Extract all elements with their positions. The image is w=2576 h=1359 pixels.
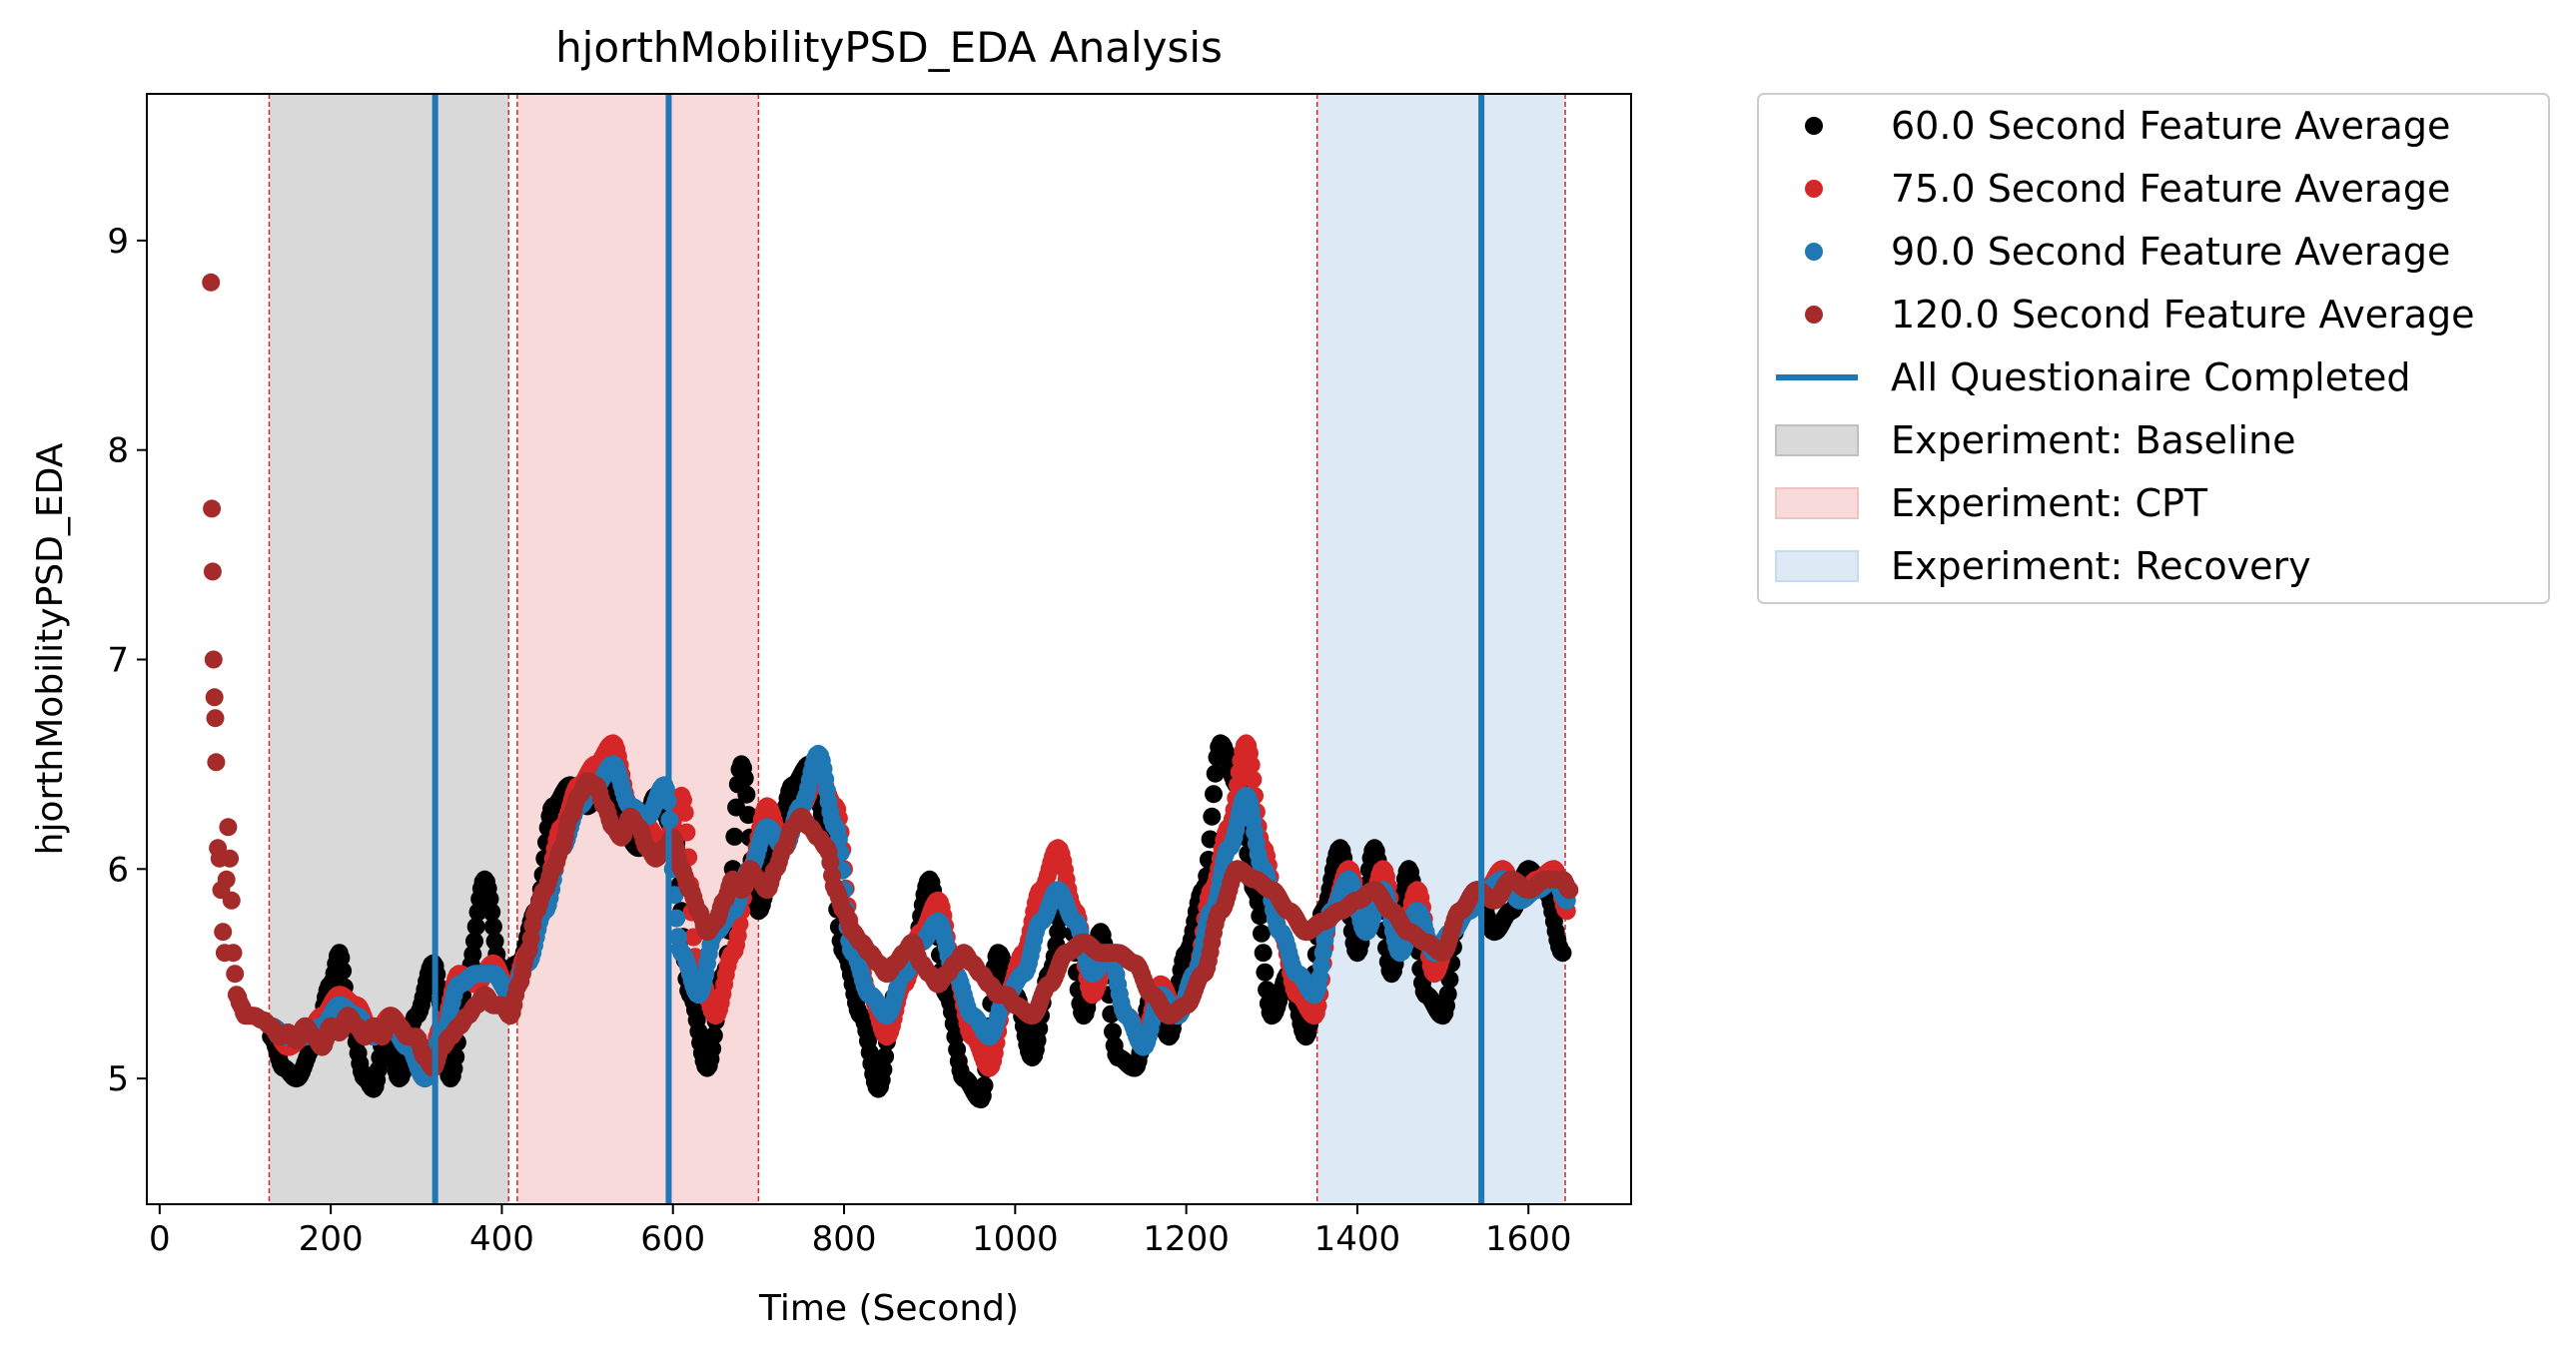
legend-frame	[1757, 93, 2550, 604]
data-point	[1253, 924, 1271, 943]
data-point	[667, 909, 686, 928]
x-axis: 0 200 400 600 800 1000 1200 1400 1600	[149, 1204, 1571, 1259]
data-point	[675, 803, 694, 822]
data-point	[219, 818, 238, 837]
legend-label: Experiment: Recovery	[1891, 544, 2311, 588]
data-point	[466, 918, 485, 936]
data-point	[465, 932, 483, 951]
data-point	[703, 1039, 722, 1058]
experiment-spans	[269, 94, 1566, 1204]
data-point	[203, 499, 222, 518]
data-point	[737, 785, 756, 804]
y-tick-label: 9	[107, 222, 129, 262]
legend-label: All Questionaire Completed	[1891, 355, 2411, 399]
data-point	[1201, 830, 1220, 849]
data-point	[207, 753, 226, 772]
legend-marker	[1805, 243, 1823, 261]
legend-label: 75.0 Second Feature Average	[1891, 167, 2450, 211]
data-point	[480, 890, 499, 909]
data-point	[446, 1047, 465, 1066]
x-tick-label: 1400	[1314, 1219, 1401, 1259]
x-tick-label: 600	[640, 1219, 705, 1259]
legend-label: 60.0 Second Feature Average	[1891, 104, 2450, 148]
data-point	[739, 806, 758, 825]
x-axis-label: Time (Second)	[758, 1288, 1019, 1329]
data-point	[485, 932, 504, 951]
data-point	[1553, 944, 1572, 963]
legend-patch	[1775, 424, 1859, 456]
legend: 60.0 Second Feature Average 75.0 Second F…	[1757, 93, 2550, 604]
data-point	[975, 1076, 994, 1095]
questionnaire-lines	[431, 94, 1485, 1204]
data-point	[1104, 1022, 1122, 1041]
data-point	[221, 849, 240, 868]
data-point	[1249, 893, 1268, 912]
x-tick-label: 1200	[1143, 1219, 1230, 1259]
plot-area	[202, 94, 1579, 1204]
legend-marker	[1805, 117, 1823, 135]
y-axis-label: hjorthMobilityPSD_EDA	[30, 442, 71, 855]
y-tick-label: 8	[107, 431, 129, 471]
x-tick-label: 200	[299, 1219, 364, 1259]
data-point	[1203, 807, 1222, 826]
chart-title: hjorthMobilityPSD_EDA Analysis	[555, 23, 1223, 72]
data-point	[214, 923, 233, 942]
x-tick-label: 0	[149, 1219, 171, 1259]
data-point	[222, 891, 241, 910]
data-point	[1438, 985, 1457, 1004]
data-point	[1560, 881, 1579, 900]
y-tick-label: 6	[107, 850, 129, 890]
data-point	[202, 273, 221, 292]
data-point	[483, 918, 502, 936]
y-axis: 5 6 7 8 9	[107, 222, 147, 1099]
data-point	[1440, 970, 1459, 989]
series-3	[202, 273, 1579, 1077]
legend-patch	[1775, 550, 1859, 582]
data-point	[874, 1060, 893, 1079]
x-tick-label: 400	[469, 1219, 534, 1259]
data-point	[205, 688, 224, 707]
series-layer	[202, 273, 1579, 1109]
legend-label: Experiment: Baseline	[1891, 418, 2296, 462]
experiment-boundary-lines	[268, 94, 1566, 1204]
legend-marker	[1805, 306, 1823, 324]
data-point	[1242, 756, 1261, 774]
data-point	[203, 562, 222, 581]
data-point	[217, 870, 236, 889]
data-point	[1244, 770, 1263, 789]
legend-label: 90.0 Second Feature Average	[1891, 230, 2450, 274]
data-point	[1256, 963, 1275, 982]
legend-patch	[1775, 487, 1859, 519]
data-point	[334, 962, 353, 981]
data-point	[1254, 944, 1273, 963]
y-tick-label: 5	[107, 1059, 129, 1099]
plot-frame	[146, 93, 1632, 1205]
data-point	[735, 769, 754, 788]
x-tick-label: 800	[812, 1219, 877, 1259]
data-point	[876, 1047, 895, 1065]
data-point	[482, 903, 501, 922]
legend-label: Experiment: CPT	[1891, 481, 2208, 525]
data-point	[468, 903, 487, 922]
data-point	[206, 709, 225, 728]
x-tick-label: 1600	[1485, 1219, 1572, 1259]
legend-label: 120.0 Second Feature Average	[1891, 293, 2475, 337]
x-tick-label: 1000	[972, 1219, 1059, 1259]
data-point	[224, 944, 243, 963]
span-experiment-recovery	[1316, 94, 1566, 1204]
y-tick-label: 7	[107, 640, 129, 680]
data-point	[226, 965, 245, 984]
legend-marker	[1805, 180, 1823, 198]
data-point	[463, 945, 482, 964]
data-point	[1205, 785, 1223, 804]
data-point	[1206, 764, 1225, 783]
data-point	[204, 650, 223, 669]
data-point	[1251, 907, 1270, 926]
data-point	[332, 949, 351, 968]
data-point	[1258, 981, 1277, 1000]
data-point	[725, 827, 744, 846]
legend-items: 60.0 Second Feature Average 75.0 Second F…	[1775, 104, 2475, 588]
data-point	[704, 1026, 723, 1044]
